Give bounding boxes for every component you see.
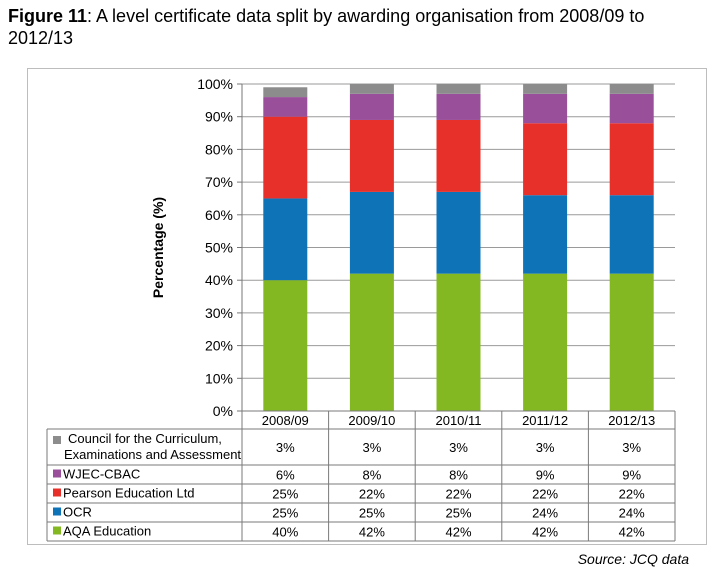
bar-segment	[263, 97, 308, 117]
source-note: Source: JCQ data	[577, 551, 689, 567]
y-tick-label: 80%	[205, 141, 233, 157]
x-category-label: 2009/10	[348, 413, 395, 428]
bar-segment	[349, 191, 394, 274]
legend-label: Council for the Curriculum,	[68, 431, 222, 446]
legend-label: Examinations and Assessment	[64, 447, 241, 462]
data-label: 22%	[619, 487, 645, 502]
data-label: 25%	[445, 506, 471, 521]
bar-segment	[436, 93, 481, 120]
bar-segment	[609, 273, 654, 411]
data-label: 3%	[449, 440, 468, 455]
y-tick-label: 70%	[205, 174, 233, 190]
bar-segment	[523, 84, 568, 94]
data-label: 42%	[619, 525, 645, 540]
bar-segment	[609, 93, 654, 124]
y-tick-label: 30%	[205, 305, 233, 321]
bar-segment	[263, 280, 308, 411]
bar-segment	[523, 93, 568, 124]
data-label: 22%	[532, 487, 558, 502]
bar-segment	[263, 116, 308, 199]
bar-segment	[263, 87, 308, 98]
y-tick-label: 10%	[205, 370, 233, 386]
chart-frame	[27, 68, 707, 545]
data-label: 25%	[359, 506, 385, 521]
data-label: 42%	[532, 525, 558, 540]
x-category-label: 2011/12	[522, 413, 568, 428]
y-tick-label: 60%	[205, 207, 233, 223]
bar-segment	[349, 93, 394, 120]
legend-label: WJEC-CBAC	[63, 467, 140, 482]
data-label: 42%	[445, 525, 471, 540]
data-label: 25%	[272, 487, 298, 502]
x-category-label: 2010/11	[435, 413, 481, 428]
data-label: 9%	[622, 468, 641, 483]
data-label: 22%	[359, 487, 385, 502]
bar-segment	[263, 198, 308, 281]
data-label: 24%	[532, 506, 558, 521]
y-tick-label: 40%	[205, 272, 233, 288]
data-label: 24%	[619, 506, 645, 521]
data-label: 42%	[359, 525, 385, 540]
y-axis-label: Percentage (%)	[150, 197, 166, 298]
bar-segment	[523, 123, 568, 196]
legend-swatch	[53, 436, 61, 444]
data-label: 9%	[536, 468, 555, 483]
data-label: 40%	[272, 525, 298, 540]
data-label: 6%	[276, 468, 295, 483]
bar-segment	[436, 273, 481, 411]
data-label: 25%	[272, 506, 298, 521]
legend-label: AQA Education	[63, 524, 151, 539]
data-label: 22%	[445, 487, 471, 502]
data-label: 3%	[536, 440, 555, 455]
data-label: 3%	[622, 440, 641, 455]
bar-segment	[349, 84, 394, 94]
bar-segment	[349, 273, 394, 411]
data-label: 8%	[449, 468, 468, 483]
bar-segment	[436, 119, 481, 192]
data-label: 8%	[363, 468, 382, 483]
y-tick-label: 0%	[213, 403, 233, 419]
legend-swatch	[53, 488, 61, 497]
data-label: 3%	[276, 440, 295, 455]
bar-segment	[609, 123, 654, 196]
legend-label: OCR	[63, 505, 92, 520]
y-tick-label: 50%	[205, 240, 233, 256]
figure-title: Figure 11: A level certificate data spli…	[8, 5, 698, 49]
bar-segment	[436, 191, 481, 274]
bar-segment	[523, 195, 568, 274]
legend-swatch	[53, 469, 61, 478]
figure-title-text: : A level certificate data split by awar…	[8, 6, 645, 48]
figure-label: Figure 11	[8, 6, 88, 26]
legend-swatch	[53, 526, 61, 535]
y-tick-label: 100%	[197, 76, 233, 92]
legend-swatch	[53, 507, 61, 516]
bar-segment	[609, 195, 654, 274]
bar-segment	[349, 119, 394, 192]
y-tick-label: 90%	[205, 109, 233, 125]
bar-segment	[523, 273, 568, 411]
data-label: 3%	[363, 440, 382, 455]
bar-segment	[436, 84, 481, 94]
legend-label: Pearson Education Ltd	[63, 486, 195, 501]
bar-segment	[609, 84, 654, 94]
y-tick-label: 20%	[205, 338, 233, 354]
x-category-label: 2012/13	[608, 413, 655, 428]
x-category-label: 2008/09	[262, 413, 309, 428]
